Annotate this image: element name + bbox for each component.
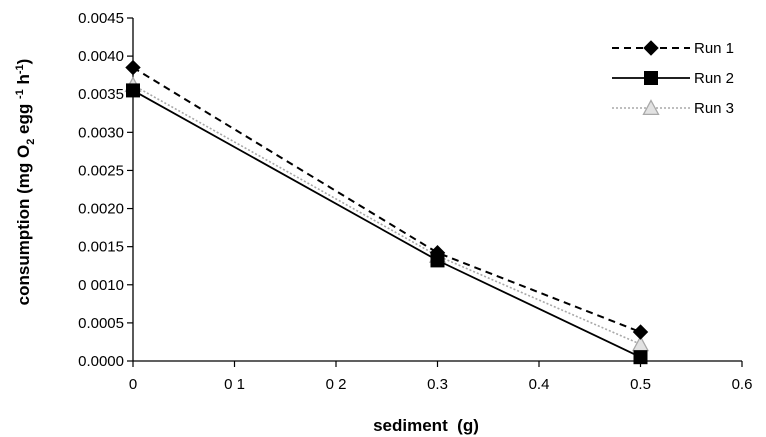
- y-axis-title-sup-1: -1: [14, 89, 26, 99]
- x-tick-label: 0 2: [326, 376, 347, 393]
- y-axis-title-mid: egg: [14, 99, 33, 139]
- x-axis-ticks: 0 0 1 0 2 0.3 0.4 0.5 0.6: [129, 361, 753, 393]
- y-tick-label: 0.0015: [78, 239, 124, 256]
- series-line-run-2: [132, 89, 641, 359]
- y-tick-label: 0.0040: [78, 48, 124, 65]
- y-axis-title-suffix: ): [14, 59, 33, 65]
- x-axis-title: sediment (g): [373, 416, 479, 435]
- y-axis-title-sup-2: -1: [14, 64, 26, 74]
- y-tick-label: 0 0010: [78, 277, 124, 294]
- x-tick-label: 0.5: [630, 376, 651, 393]
- y-tick-label: 0.0005: [78, 315, 124, 332]
- x-tick-label: 0.6: [732, 376, 753, 393]
- x-tick-label: 0.3: [427, 376, 448, 393]
- legend-label-run-3: Run 3: [694, 100, 734, 117]
- data-point-run-1: [632, 324, 649, 340]
- y-tick-label: 0.0020: [78, 201, 124, 218]
- y-axis-title-h: h: [14, 74, 33, 89]
- data-point-run-1: [125, 59, 141, 76]
- axes: [132, 18, 742, 362]
- y-tick-label: 0.0030: [78, 124, 124, 141]
- legend-marker-run-2: [644, 71, 658, 85]
- y-axis-title-sub-2: 2: [25, 139, 37, 145]
- series-line-run-3: [132, 84, 641, 345]
- y-axis-title: consumption (mg O2 egg -1 h-1): [14, 59, 37, 306]
- series-markers: [124, 59, 650, 365]
- legend-marker-run-3: [642, 99, 660, 116]
- legend-marker-run-1: [643, 40, 659, 56]
- x-tick-label: 0 1: [224, 376, 245, 393]
- y-tick-label: 0.0025: [78, 162, 124, 179]
- legend: Run 1 Run 2 Run 3: [612, 40, 734, 117]
- x-tick-label: 0.4: [529, 376, 550, 393]
- y-tick-label: 0.0045: [78, 10, 124, 27]
- x-tick-label: 0: [129, 376, 137, 393]
- legend-label-run-2: Run 2: [694, 70, 734, 87]
- data-point-run-2: [633, 350, 648, 365]
- y-axis-title-prefix: consumption (mg O: [14, 145, 33, 306]
- series-line-run-1: [132, 66, 641, 333]
- y-tick-label: 0.0000: [78, 353, 124, 370]
- y-axis-ticks: 0.0000 0.0005 0 0010 0.0015 0.0020 0.0025 0.00…: [78, 10, 133, 370]
- y-tick-label: 0.0035: [78, 86, 124, 103]
- series-lines: [132, 66, 641, 359]
- data-point-run-2: [430, 253, 445, 268]
- data-point-run-2: [126, 83, 140, 98]
- legend-label-run-1: Run 1: [694, 40, 734, 57]
